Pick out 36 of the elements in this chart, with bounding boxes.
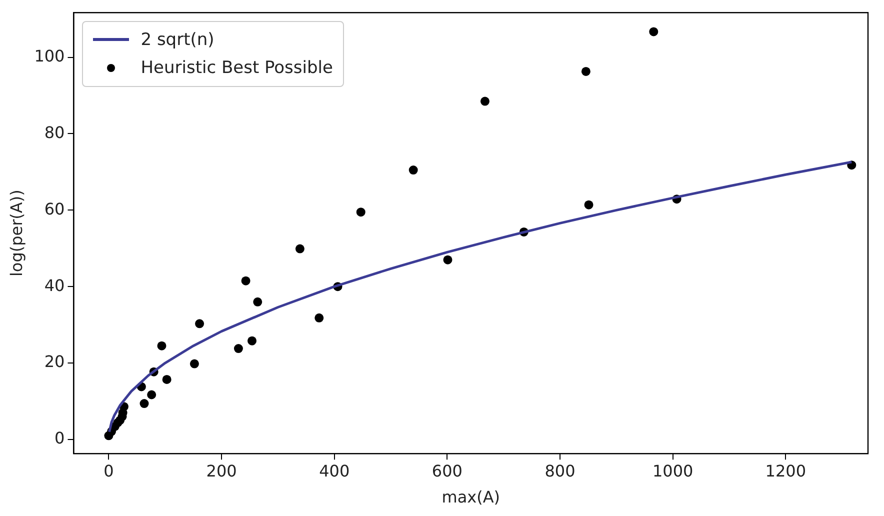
legend-label: 2 sqrt(n) [140,30,214,50]
y-tick-label: 100 [34,46,65,66]
point [247,336,256,346]
x-tick-label: 1200 [765,461,806,480]
point [234,344,243,354]
x-tick-label: 200 [206,461,237,480]
x-tick-label: 600 [432,461,462,480]
point [480,96,490,106]
legend-label: Heuristic Best Possible [140,58,333,78]
point [649,27,658,36]
point [581,66,590,76]
point [253,297,262,306]
point [356,208,366,217]
point [314,313,324,322]
y-tick-label: 60 [44,199,65,218]
point [157,341,166,350]
point [443,255,452,264]
point [140,399,149,408]
x-tick-label: 0 [104,461,114,480]
point [162,374,172,384]
point [190,359,199,368]
x-tick-label: 1000 [652,461,694,480]
point [408,166,418,175]
point [147,390,156,400]
point [295,244,304,254]
x-tick-label: 400 [319,461,350,480]
y-axis-title: log(per(A)) [6,190,26,277]
point [195,319,204,328]
y-tick-label: 40 [44,276,65,295]
y-tick-label: 80 [44,122,65,142]
point [241,276,250,286]
y-tick-label: 20 [44,352,65,372]
x-axis-title: max(A) [442,488,500,507]
y-tick-label: 0 [54,428,65,448]
point [584,200,594,210]
x-tick-label: 800 [544,461,576,480]
